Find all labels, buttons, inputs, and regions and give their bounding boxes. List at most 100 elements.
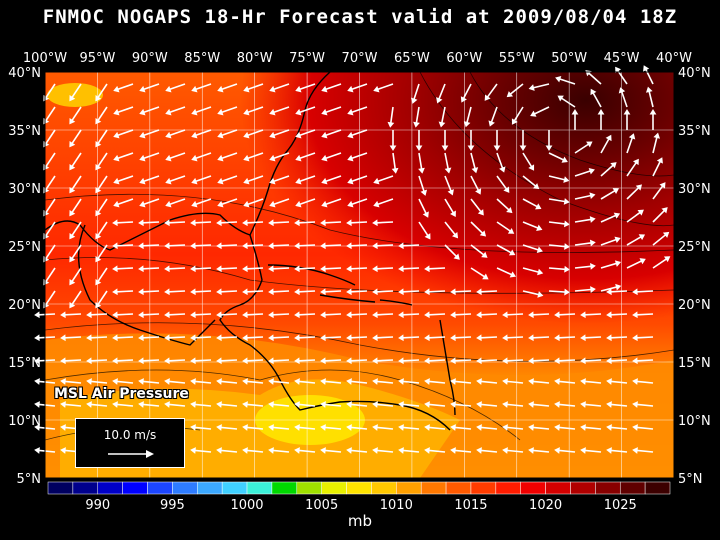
- wind-vector-head: [269, 200, 276, 208]
- wind-vector-head: [623, 109, 631, 115]
- wind-vector: [626, 236, 642, 246]
- wind-vector-head: [632, 424, 638, 431]
- wind-vector: [71, 290, 82, 305]
- wind-vector: [116, 359, 134, 362]
- wind-vector-head: [34, 311, 40, 319]
- wind-vector: [38, 359, 56, 362]
- wind-vector-head: [476, 424, 482, 431]
- wind-vector: [470, 152, 476, 169]
- wind-vector: [247, 198, 264, 206]
- wind-vector: [194, 267, 212, 270]
- wind-vector: [428, 403, 446, 407]
- wind-vector-head: [113, 131, 120, 139]
- wind-vector: [71, 198, 82, 213]
- wind-vector: [626, 137, 633, 154]
- wind-vector: [97, 290, 108, 305]
- wind-vector: [548, 221, 565, 225]
- wind-vector-head: [216, 265, 222, 273]
- wind-vector: [376, 244, 394, 247]
- wind-vector-head: [320, 265, 326, 273]
- wind-vector-head: [606, 424, 612, 431]
- wind-vector: [220, 426, 238, 430]
- wind-vector-head: [138, 401, 144, 408]
- wind-vector: [220, 336, 238, 339]
- wind-vector-head: [60, 357, 66, 365]
- wind-vector-head: [268, 265, 274, 273]
- latitude-label: 35°N: [8, 124, 41, 139]
- wind-vector: [522, 221, 539, 229]
- wind-vector-head: [346, 447, 352, 454]
- wind-vector: [600, 164, 614, 177]
- wind-vector: [64, 336, 82, 339]
- wind-vector: [636, 403, 654, 407]
- wind-vector-head: [60, 334, 66, 342]
- wind-vector: [273, 175, 290, 183]
- wind-vector-head: [69, 95, 76, 102]
- wind-vector: [298, 267, 316, 270]
- wind-vector: [45, 106, 56, 121]
- wind-vector: [351, 129, 368, 137]
- wind-vector-head: [216, 219, 222, 227]
- wind-vector: [351, 106, 368, 114]
- wind-vector-head: [347, 108, 354, 116]
- wind-vector-head: [372, 447, 378, 454]
- wind-vector-head: [243, 200, 250, 208]
- wind-vector-head: [347, 85, 354, 93]
- wind-vector-head: [422, 211, 429, 218]
- wind-vector: [168, 336, 186, 339]
- wind-vector: [45, 290, 56, 305]
- wind-vector-head: [69, 302, 76, 309]
- wind-vector: [45, 198, 56, 213]
- wind-vector: [142, 267, 160, 270]
- wind-vector-head: [450, 288, 456, 296]
- wind-vector-head: [632, 378, 638, 385]
- wind-vector: [522, 244, 539, 251]
- wind-vector-head: [450, 357, 456, 365]
- wind-vector: [377, 198, 394, 206]
- colorbar-tick-label: 1010: [380, 498, 413, 513]
- wind-vector: [142, 403, 160, 407]
- wind-vector-head: [321, 131, 328, 139]
- wind-vector-head: [580, 424, 586, 431]
- wind-vector-head: [269, 108, 276, 116]
- wind-vector-head: [453, 253, 460, 260]
- wind-vector-head: [190, 219, 196, 227]
- wind-vector: [506, 380, 524, 384]
- wind-vector-head: [216, 242, 222, 250]
- wind-vector: [45, 83, 56, 98]
- wind-vector-head: [502, 334, 508, 342]
- wind-vector: [558, 449, 576, 453]
- wind-vector: [454, 313, 472, 316]
- wind-vector-head: [530, 110, 537, 117]
- wind-vector-head: [589, 239, 596, 247]
- wind-vector: [532, 359, 550, 362]
- wind-vector-head: [191, 108, 198, 116]
- wind-vector: [350, 380, 368, 384]
- wind-vector-head: [545, 145, 553, 151]
- wind-vector: [299, 198, 316, 206]
- wind-vector: [116, 336, 134, 339]
- wind-vector-head: [294, 334, 300, 342]
- wind-vector-head: [511, 118, 518, 125]
- wind-vector: [428, 426, 446, 430]
- wind-vector-head: [294, 265, 300, 273]
- wind-vector: [428, 290, 446, 293]
- lat-lon-grid: [45, 72, 674, 478]
- wind-vector: [272, 244, 290, 247]
- latitude-label: 20°N: [678, 298, 711, 313]
- wind-vector: [574, 218, 591, 223]
- wind-vector-head: [605, 134, 612, 142]
- wind-vector-head: [415, 145, 423, 151]
- wind-vector-head: [190, 378, 196, 385]
- wind-vector: [168, 403, 186, 407]
- latitude-label: 30°N: [8, 182, 41, 197]
- wind-vector-head: [571, 109, 579, 115]
- wind-vector-head: [294, 378, 300, 385]
- wind-vector: [38, 313, 56, 316]
- wind-vector-head: [268, 424, 274, 431]
- wind-vector-head: [555, 75, 562, 83]
- wind-vector: [584, 359, 602, 362]
- wind-vector: [444, 198, 454, 214]
- wind-vector-head: [243, 154, 250, 162]
- wind-vector-head: [645, 86, 653, 93]
